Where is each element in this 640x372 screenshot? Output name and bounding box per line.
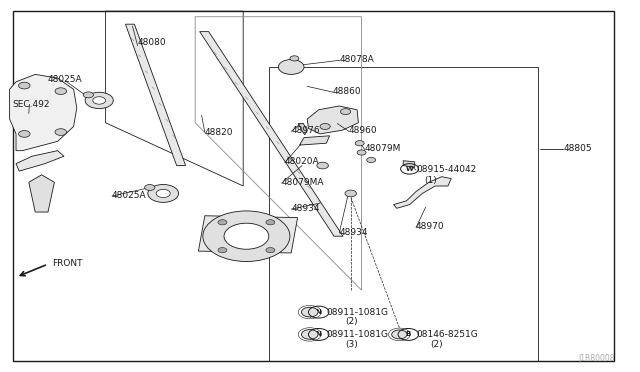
Text: 48020A: 48020A (285, 157, 319, 166)
Polygon shape (29, 175, 54, 212)
Text: SEC.492: SEC.492 (13, 100, 51, 109)
Circle shape (145, 185, 155, 190)
Circle shape (345, 190, 356, 197)
Text: 48080: 48080 (138, 38, 166, 47)
Text: 48860: 48860 (333, 87, 362, 96)
Text: W: W (406, 166, 413, 172)
Circle shape (148, 185, 179, 202)
Text: (2): (2) (346, 317, 358, 326)
Circle shape (340, 109, 351, 115)
Text: 48025A: 48025A (48, 76, 83, 84)
Polygon shape (300, 136, 330, 145)
Text: 48078A: 48078A (339, 55, 374, 64)
Circle shape (301, 307, 318, 317)
Text: FRONT: FRONT (52, 259, 83, 267)
Circle shape (19, 82, 30, 89)
Polygon shape (10, 74, 77, 151)
Polygon shape (125, 24, 186, 166)
Text: 48970: 48970 (416, 222, 445, 231)
Circle shape (392, 330, 407, 339)
Circle shape (266, 247, 275, 253)
Circle shape (55, 129, 67, 135)
Text: 48960: 48960 (349, 126, 378, 135)
Circle shape (203, 211, 290, 262)
Text: 08911-1081G: 08911-1081G (326, 330, 388, 339)
Text: J1R80008: J1R80008 (578, 354, 614, 363)
Text: 08915-44042: 08915-44042 (416, 165, 476, 174)
Text: 48805: 48805 (563, 144, 592, 153)
Text: (1): (1) (424, 176, 437, 185)
Circle shape (85, 92, 113, 109)
Circle shape (218, 220, 227, 225)
Circle shape (266, 220, 275, 225)
Text: N: N (316, 331, 322, 337)
Circle shape (355, 141, 364, 146)
Bar (269, 67, 538, 361)
Circle shape (357, 150, 366, 155)
Text: (3): (3) (346, 340, 358, 349)
Text: (2): (2) (430, 340, 443, 349)
Circle shape (317, 162, 328, 169)
Text: N: N (316, 309, 322, 315)
Circle shape (218, 247, 227, 253)
Circle shape (290, 56, 299, 61)
Text: 08146-8251G: 08146-8251G (416, 330, 477, 339)
Circle shape (320, 124, 330, 129)
Polygon shape (394, 177, 451, 208)
Text: 48079M: 48079M (365, 144, 401, 153)
Circle shape (278, 60, 304, 74)
Circle shape (156, 189, 170, 198)
Circle shape (83, 92, 93, 98)
Text: 48025A: 48025A (112, 191, 147, 200)
Text: 48934: 48934 (339, 228, 368, 237)
Polygon shape (200, 32, 343, 236)
Polygon shape (307, 106, 358, 134)
Polygon shape (403, 161, 415, 167)
Circle shape (19, 131, 30, 137)
Text: 48079MA: 48079MA (282, 178, 324, 187)
Circle shape (367, 157, 376, 163)
Text: 48820: 48820 (205, 128, 234, 137)
Polygon shape (16, 151, 64, 171)
Circle shape (224, 223, 269, 249)
Text: 08911-1081G: 08911-1081G (326, 308, 388, 317)
Text: B: B (406, 331, 411, 337)
Text: 48934: 48934 (291, 204, 320, 213)
Polygon shape (198, 216, 298, 253)
Circle shape (55, 88, 67, 94)
Polygon shape (298, 124, 307, 135)
Text: 48976: 48976 (291, 126, 320, 135)
Circle shape (301, 330, 318, 339)
Circle shape (93, 97, 106, 104)
